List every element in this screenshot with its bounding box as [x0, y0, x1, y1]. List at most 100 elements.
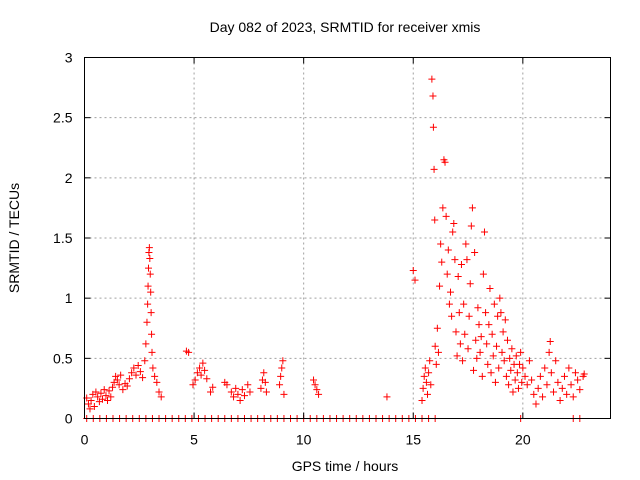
data-point [439, 204, 447, 212]
data-point [431, 342, 439, 350]
data-point [437, 240, 445, 248]
data-point [482, 309, 490, 317]
data-point [260, 369, 268, 377]
data-point [480, 228, 488, 236]
data-point [496, 294, 504, 302]
data-point [460, 300, 468, 308]
x-tick-label: 20 [515, 432, 531, 448]
data-point [246, 388, 254, 396]
data-point [550, 388, 558, 396]
x-axis-label: GPS time / hours [292, 458, 399, 474]
data-point [193, 369, 201, 377]
data-point [232, 384, 240, 392]
y-tick-label: 1 [65, 290, 73, 306]
data-point [98, 395, 106, 403]
data-point [436, 282, 444, 290]
data-point [313, 386, 321, 394]
data-point [466, 280, 474, 288]
data-point [430, 165, 438, 173]
data-point [456, 340, 464, 348]
data-point [419, 384, 427, 392]
data-point [262, 388, 270, 396]
data-point [499, 328, 507, 336]
data-point [92, 388, 100, 396]
data-point [144, 300, 152, 308]
data-point [506, 354, 514, 362]
data-point [434, 348, 442, 356]
data-point [474, 304, 482, 312]
data-point [461, 330, 469, 338]
data-point [383, 393, 391, 401]
data-point [495, 364, 503, 372]
data-point [87, 396, 95, 404]
data-point [278, 364, 286, 372]
data-point [484, 360, 492, 368]
data-point [511, 376, 519, 384]
data-point [128, 369, 136, 377]
data-point [144, 264, 152, 272]
data-point [552, 357, 560, 365]
data-point [261, 378, 269, 386]
data-point [444, 246, 452, 254]
data-point [442, 212, 450, 220]
data-point [543, 381, 551, 389]
data-point [145, 244, 153, 252]
data-point [476, 348, 484, 356]
data-point [151, 372, 159, 380]
data-point [556, 396, 564, 404]
grid-lines [84, 57, 611, 419]
data-point [530, 390, 538, 398]
data-point [100, 386, 108, 394]
data-point [427, 381, 435, 389]
data-point [315, 390, 323, 398]
data-point [468, 204, 476, 212]
data-point [130, 364, 138, 372]
data-point [560, 372, 568, 380]
data-point [470, 366, 478, 374]
data-point [541, 364, 549, 372]
data-point [280, 390, 288, 398]
data-point [512, 352, 520, 360]
data-point [147, 309, 155, 317]
data-point [503, 336, 511, 344]
data-point [123, 382, 131, 390]
data-point [149, 364, 157, 372]
data-point [422, 378, 430, 386]
y-tick-label: 2.5 [53, 110, 73, 126]
data-point [146, 254, 154, 262]
data-point [463, 256, 471, 264]
y-tick-label: 2 [65, 170, 73, 186]
data-point [565, 364, 573, 372]
data-point [453, 352, 461, 360]
data-point [136, 368, 144, 376]
data-point [197, 371, 205, 379]
data-point [451, 256, 459, 264]
data-point [494, 312, 502, 320]
x-tick-label: 5 [190, 432, 198, 448]
data-point [276, 381, 284, 389]
data-point [509, 388, 517, 396]
data-point [454, 273, 462, 281]
data-point [567, 381, 575, 389]
data-point [489, 352, 497, 360]
data-point [148, 348, 156, 356]
data-point [528, 376, 536, 384]
data-point [428, 75, 436, 83]
data-point [457, 260, 465, 268]
y-tick-label: 0 [65, 411, 73, 427]
data-point [523, 381, 531, 389]
y-tick-label: 1.5 [53, 230, 73, 246]
data-point [449, 228, 457, 236]
data-point [90, 402, 98, 410]
data-point [94, 393, 102, 401]
data-point [569, 393, 577, 401]
data-point [429, 92, 437, 100]
data-point [558, 384, 566, 392]
data-point [432, 360, 440, 368]
data-point [420, 372, 428, 380]
data-point [487, 369, 495, 377]
data-point [189, 381, 197, 389]
data-point [500, 357, 508, 365]
data-points [83, 75, 588, 422]
